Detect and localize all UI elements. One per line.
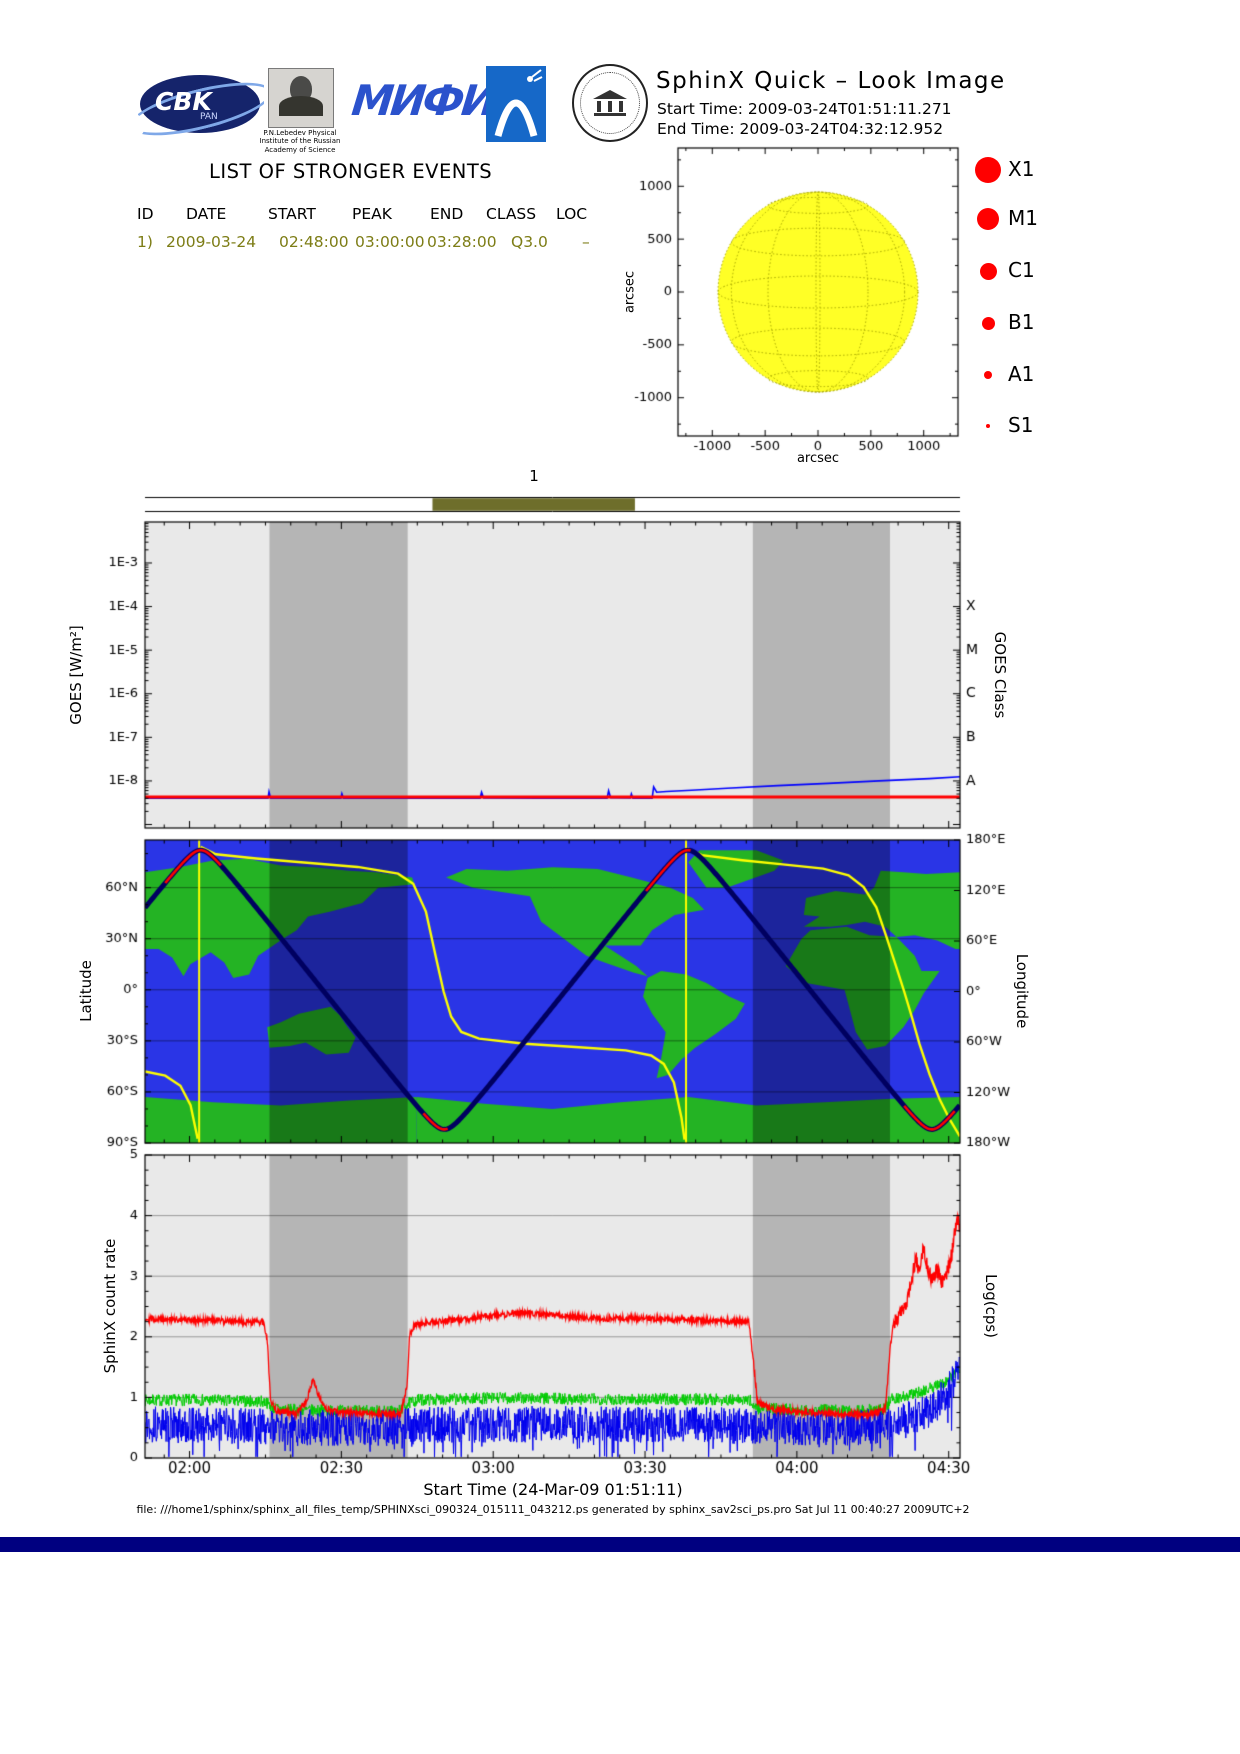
events-col-peak: PEAK xyxy=(352,205,392,223)
logcps-label: Log(cps) xyxy=(982,1273,1000,1339)
cbk-ellipse xyxy=(140,75,260,133)
flare-legend-label: B1 xyxy=(1008,310,1035,334)
sun-yaxis-label: arcsec xyxy=(622,270,638,314)
arch-icon xyxy=(494,69,543,137)
portrait-shoulders xyxy=(279,96,323,116)
plots-canvas xyxy=(0,0,1240,1560)
goes-class-label: GOES Class xyxy=(991,631,1009,719)
events-col-class: CLASS xyxy=(486,205,537,223)
events-col-start: START xyxy=(268,205,316,223)
xaxis-title: Start Time (24-Mar-09 01:51:11) xyxy=(423,1480,683,1499)
cbk-logo: CBK PAN xyxy=(138,72,264,136)
flare-legend-item: S1 xyxy=(962,148,1132,448)
event-class: Q3.0 xyxy=(511,233,548,251)
footer-fileinfo: file: ///home1/sphinx/sphinx_all_files_t… xyxy=(136,1503,970,1516)
event-peak: 03:00:00 xyxy=(355,233,425,251)
event-id: 1) xyxy=(137,233,153,251)
events-col-id: ID xyxy=(137,205,154,223)
flare-size-dot xyxy=(977,208,999,230)
flare-size-dot xyxy=(986,424,990,428)
events-col-end: END xyxy=(430,205,464,223)
flare-legend-label: M1 xyxy=(1008,206,1038,230)
sun-xaxis-label: arcsec xyxy=(796,451,840,466)
timeline-event-label: 1 xyxy=(529,467,539,485)
lebedev-caption: P.N.Lebedev Physical Institute of the Ru… xyxy=(259,129,341,154)
flare-size-dot xyxy=(981,316,995,330)
flare-size-dot xyxy=(979,262,997,280)
cbk-logo-text: CBK xyxy=(155,87,212,116)
flare-legend-item: B1 xyxy=(962,148,1132,448)
flare-size-legend: X1 M1 C1 B1 A1 S1 xyxy=(962,148,1132,448)
university-seal xyxy=(572,64,648,142)
flare-size-dot xyxy=(984,371,992,379)
event-end: 03:28:00 xyxy=(427,233,497,251)
arch-logo xyxy=(486,66,546,142)
flare-size-dot xyxy=(975,157,1001,183)
lebedev-portrait xyxy=(268,68,334,128)
countrate-label: SphinX count rate xyxy=(101,1238,119,1374)
seal-building-icon xyxy=(593,90,627,116)
flare-legend-item: A1 xyxy=(962,148,1132,448)
flare-legend-item: C1 xyxy=(962,148,1132,448)
seal-inner-ring xyxy=(580,72,640,134)
event-start: 02:48:00 xyxy=(279,233,349,251)
longitude-label: Longitude xyxy=(1013,953,1031,1029)
latitude-label: Latitude xyxy=(77,960,95,1022)
flare-legend-item: X1 xyxy=(962,148,1132,448)
events-col-date: DATE xyxy=(186,205,227,223)
start-time: Start Time: 2009-03-24T01:51:11.271 xyxy=(657,100,952,118)
page-title: SphinX Quick – Look Image xyxy=(656,68,1006,94)
end-time: End Time: 2009-03-24T04:32:12.952 xyxy=(657,120,944,138)
event-date: 2009-03-24 xyxy=(166,233,257,251)
events-col-loc: LOC xyxy=(556,205,588,223)
flare-legend-item: M1 xyxy=(962,148,1132,448)
events-title: LIST OF STRONGER EVENTS xyxy=(209,160,493,183)
cbk-logo-subtext: PAN xyxy=(200,112,218,122)
flare-legend-label: A1 xyxy=(1008,362,1035,386)
flare-legend-label: C1 xyxy=(1008,258,1035,282)
flare-legend-label: S1 xyxy=(1008,413,1034,437)
event-loc: – xyxy=(582,233,590,251)
mifi-logo: МИФИ xyxy=(349,76,497,125)
flare-legend-label: X1 xyxy=(1008,157,1035,181)
portrait-head xyxy=(290,76,312,102)
goes-yaxis-label: GOES [W/m²] xyxy=(67,625,85,725)
bottom-bar xyxy=(0,1537,1240,1552)
